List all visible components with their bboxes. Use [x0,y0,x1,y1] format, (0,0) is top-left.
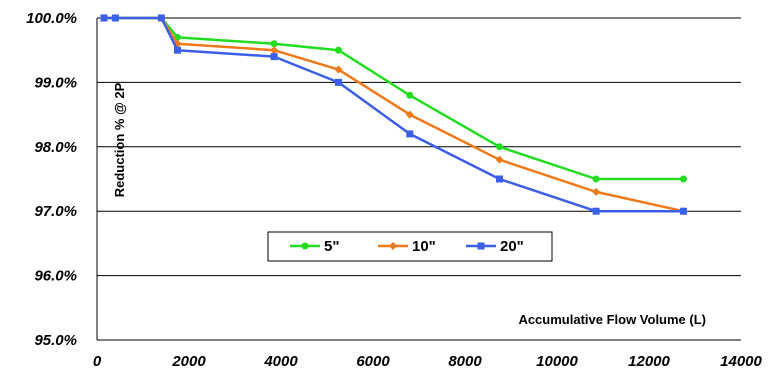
x-tick-label: 14000 [720,353,762,370]
data-point [680,175,687,183]
data-point [592,175,600,183]
y-tick-label: 95.0% [34,332,77,349]
data-point [477,242,485,250]
data-point [592,207,600,215]
data-point [406,130,414,138]
y-tick-label: 97.0% [34,203,77,220]
series-3 [100,14,687,215]
x-tick-label: 6000 [356,353,390,370]
data-point [680,207,687,215]
data-point [592,187,601,196]
legend-entry: 10" [378,238,436,255]
data-point [270,40,278,48]
data-point [405,110,414,119]
x-tick-label: 12000 [628,353,670,370]
x-axis-title: Accumulative Flow Volume (L) [518,312,706,327]
data-point [389,242,397,250]
y-axis-title: Reduction % @ 2P [112,82,127,197]
data-point [100,14,108,22]
y-tick-label: 96.0% [34,268,77,285]
data-point [270,53,278,61]
x-tick-label: 10000 [536,353,578,370]
x-tick-label: 2000 [171,353,206,370]
data-point [406,91,414,99]
data-point [157,14,165,22]
series-line [103,16,684,213]
x-tick-label: 0 [93,353,102,370]
data-point [495,155,504,164]
legend-label: 10" [412,238,436,255]
axes: 95.0% 96.0% 97.0% 98.0% 99.0% 100.0% 0 2000 4000… [26,10,762,370]
data-point [111,14,119,22]
y-tick-label: 99.0% [34,74,77,91]
data-point [301,242,309,250]
legend-entry: 20" [466,238,524,255]
series-lines [99,14,688,216]
y-tick-label: 98.0% [34,139,77,156]
legend: 5" 10" 20" [267,231,553,262]
data-point [335,46,342,54]
data-point [174,46,181,54]
legend-label: 5" [324,238,339,255]
data-point [496,175,503,183]
data-point [496,143,503,151]
data-point [335,78,342,86]
legend-entry: 5" [290,238,339,255]
x-tick-label: 8000 [448,353,482,370]
data-point [270,46,279,55]
x-tick-label: 4000 [263,353,298,370]
y-tick-label: 100.0% [26,10,77,27]
legend-label: 20" [500,238,524,255]
data-point [334,65,343,74]
